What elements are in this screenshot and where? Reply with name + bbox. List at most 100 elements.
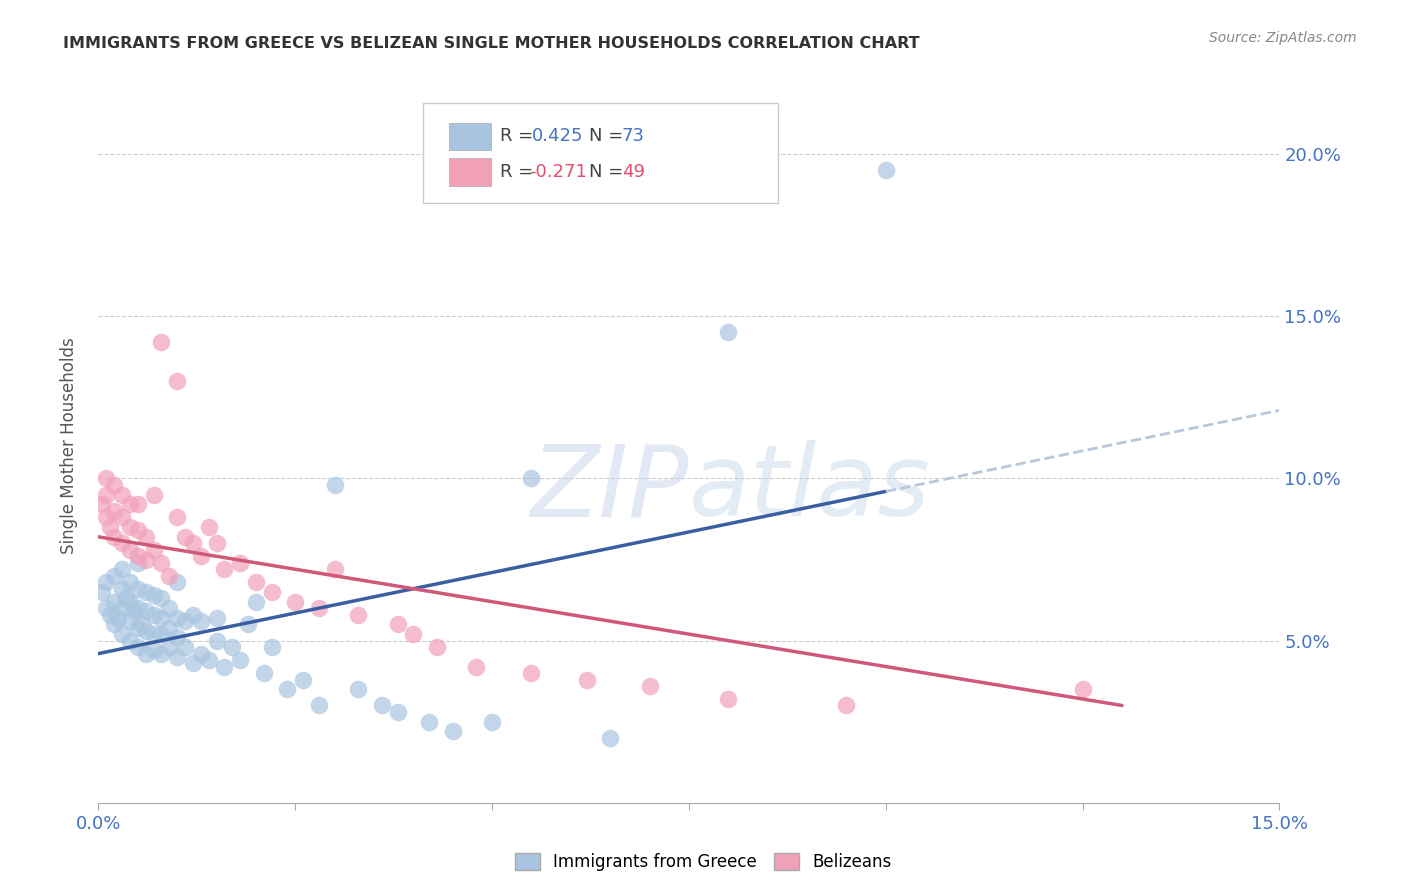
Point — [253, 666, 276, 681]
Point — [118, 575, 141, 590]
Point — [142, 607, 165, 622]
Point — [481, 714, 503, 729]
Point — [205, 611, 228, 625]
Point — [103, 568, 125, 582]
Point — [214, 562, 236, 576]
Point — [292, 673, 315, 687]
Point — [875, 163, 897, 178]
Point — [131, 617, 153, 632]
Point — [835, 698, 858, 713]
Text: IMMIGRANTS FROM GREECE VS BELIZEAN SINGLE MOTHER HOUSEHOLDS CORRELATION CHART: IMMIGRANTS FROM GREECE VS BELIZEAN SINGL… — [63, 36, 920, 51]
Point — [135, 624, 157, 638]
Point — [717, 326, 740, 340]
Point — [127, 497, 149, 511]
Point — [122, 604, 145, 618]
Point — [157, 621, 180, 635]
Point — [103, 530, 125, 544]
Point — [150, 335, 173, 350]
Point — [181, 607, 204, 622]
Point — [115, 591, 138, 606]
Point — [111, 627, 134, 641]
Point — [91, 585, 114, 599]
Point — [221, 640, 243, 654]
Text: ZIP: ZIP — [530, 441, 689, 537]
Point — [323, 562, 346, 576]
Point — [229, 556, 252, 570]
Y-axis label: Single Mother Households: Single Mother Households — [59, 338, 77, 554]
Point — [284, 595, 307, 609]
Point — [308, 601, 330, 615]
Point — [111, 536, 134, 550]
Point — [103, 478, 125, 492]
Point — [190, 647, 212, 661]
Point — [166, 649, 188, 664]
Point — [118, 633, 141, 648]
Text: N =: N = — [589, 163, 628, 181]
Point — [308, 698, 330, 713]
Point — [135, 530, 157, 544]
Point — [190, 614, 212, 628]
Point — [520, 666, 543, 681]
Point — [418, 714, 440, 729]
Point — [96, 488, 118, 502]
Point — [103, 617, 125, 632]
Point — [181, 536, 204, 550]
Text: N =: N = — [589, 128, 628, 145]
Legend: Immigrants from Greece, Belizeans: Immigrants from Greece, Belizeans — [506, 845, 900, 880]
Point — [127, 582, 149, 596]
Point — [205, 536, 228, 550]
Point — [371, 698, 394, 713]
Point — [260, 585, 283, 599]
Point — [347, 682, 370, 697]
Point — [174, 530, 197, 544]
Point — [107, 611, 129, 625]
Point — [150, 591, 173, 606]
Point — [142, 588, 165, 602]
Point — [96, 601, 118, 615]
Point — [111, 562, 134, 576]
Point — [245, 595, 267, 609]
Point — [135, 552, 157, 566]
Point — [166, 575, 188, 590]
Point — [229, 653, 252, 667]
Text: R =: R = — [501, 128, 538, 145]
Point — [150, 627, 173, 641]
Point — [166, 510, 188, 524]
Text: 0.425: 0.425 — [531, 128, 583, 145]
Point — [150, 611, 173, 625]
Point — [260, 640, 283, 654]
Point — [150, 556, 173, 570]
Text: -0.271: -0.271 — [530, 163, 588, 181]
Text: R =: R = — [501, 163, 538, 181]
Point — [135, 647, 157, 661]
Point — [402, 627, 425, 641]
Point — [127, 524, 149, 538]
Point — [135, 604, 157, 618]
Point — [387, 705, 409, 719]
Point — [118, 614, 141, 628]
Point — [142, 643, 165, 657]
Point — [441, 724, 464, 739]
Point — [111, 582, 134, 596]
Point — [174, 614, 197, 628]
Point — [347, 607, 370, 622]
Point — [157, 601, 180, 615]
Point — [96, 510, 118, 524]
Point — [111, 510, 134, 524]
Point — [142, 542, 165, 557]
Point — [387, 617, 409, 632]
Point — [638, 679, 661, 693]
Text: atlas: atlas — [689, 441, 931, 537]
Point — [1071, 682, 1094, 697]
Point — [166, 611, 188, 625]
Text: 49: 49 — [621, 163, 644, 181]
Point — [214, 659, 236, 673]
Point — [118, 542, 141, 557]
Point — [426, 640, 449, 654]
Point — [127, 621, 149, 635]
Point — [96, 471, 118, 485]
FancyBboxPatch shape — [449, 159, 491, 186]
Point — [91, 497, 114, 511]
Point — [142, 488, 165, 502]
Point — [157, 640, 180, 654]
